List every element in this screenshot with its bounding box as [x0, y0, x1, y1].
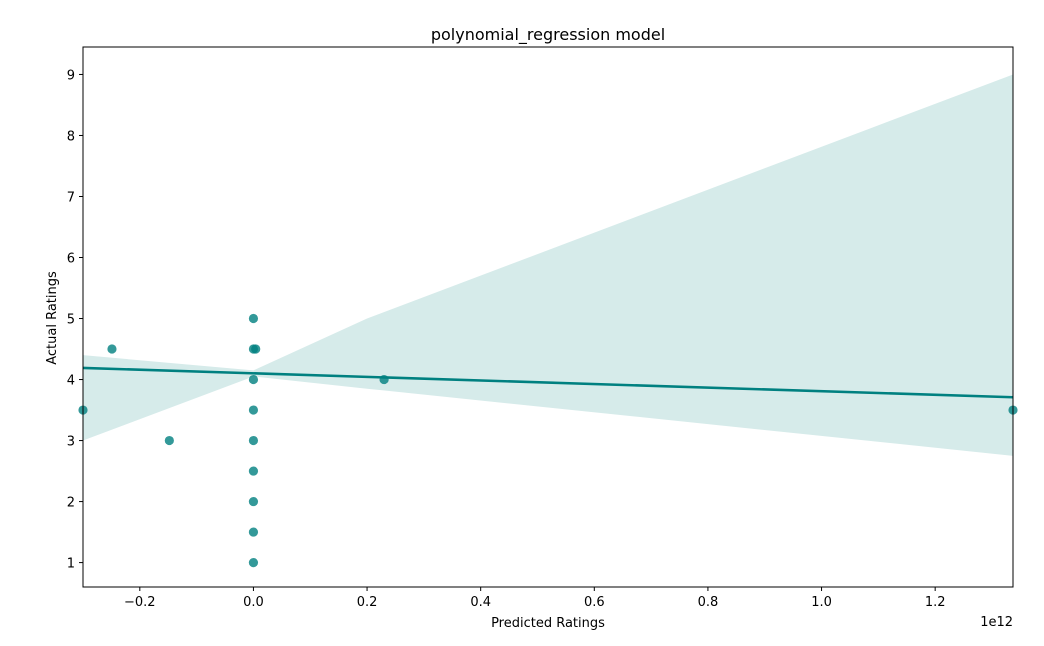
scatter-point	[248, 557, 259, 568]
x-axis-label: Predicted Ratings	[491, 616, 605, 631]
scatter-point	[248, 405, 259, 415]
scatter-point	[248, 313, 259, 324]
y-tick-label: 2	[67, 496, 75, 511]
axes-frame	[82, 46, 1014, 588]
regression-line	[82, 366, 1014, 399]
chart-title: polynomial_regression model	[431, 25, 665, 45]
y-tick-label: 6	[67, 252, 75, 267]
x-tick-label: 0.6	[584, 595, 605, 610]
scatter-point	[248, 466, 259, 476]
y-axis-label: Actual Ratings	[45, 271, 60, 365]
y-tick-label: 7	[67, 190, 75, 205]
y-tick-label: 1	[67, 557, 75, 572]
x-ticks-layer: −0.2 0.0 0.2 0.4 0.6 0.8 1.0 1.2	[124, 587, 946, 610]
scatter-point	[251, 344, 261, 354]
regression-line-layer	[82, 366, 1014, 399]
x-tick-label: 0.4	[470, 595, 491, 610]
y-tick-label: 5	[67, 313, 75, 328]
y-ticks-layer: 1 2 3 4 5 6 7 8 9	[67, 68, 83, 572]
x-tick-label: 0.0	[243, 595, 264, 610]
confidence-band	[83, 74, 1013, 456]
scatter-point	[248, 435, 259, 446]
x-tick-label: −0.2	[124, 595, 156, 610]
scatter-point	[107, 344, 117, 354]
x-tick-label: 0.2	[357, 595, 378, 610]
scatter-point	[248, 527, 259, 537]
y-tick-label: 9	[67, 68, 75, 83]
scatter-point	[248, 496, 259, 507]
y-tick-label: 3	[67, 435, 75, 450]
scatter-point	[379, 374, 389, 385]
x-tick-label: 0.8	[698, 595, 719, 610]
scatter-point	[164, 435, 174, 446]
y-tick-label: 8	[67, 129, 75, 144]
y-tick-label: 4	[67, 374, 75, 389]
confidence-band-layer	[83, 74, 1013, 456]
x-tick-label: 1.0	[811, 595, 832, 610]
x-axis-offset-label: 1e12	[980, 615, 1013, 630]
scatter-point	[248, 374, 259, 385]
x-tick-label: 1.2	[925, 595, 946, 610]
